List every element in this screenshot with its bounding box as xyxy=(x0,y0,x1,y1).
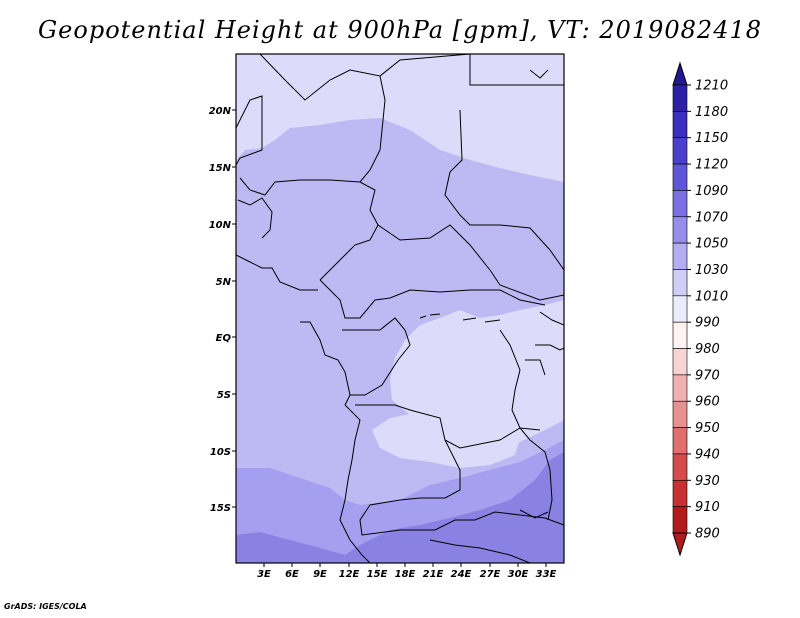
lat-label-10n: 10N xyxy=(209,220,232,231)
lat-label-20n: 20N xyxy=(209,106,232,117)
colorbar-label: 940 xyxy=(695,447,720,462)
colorbar-label: 960 xyxy=(695,395,720,410)
colorbar-segment xyxy=(672,453,688,481)
longitude-labels: 3E 6E 9E 12E 15E 18E 21E 24E 27E 30E 33E xyxy=(257,569,556,580)
colorbar-segment xyxy=(672,137,688,165)
colorbar-segment xyxy=(672,348,688,376)
colorbar-label: 1180 xyxy=(695,105,728,120)
lon-label-15e: 15E xyxy=(367,569,388,580)
lat-label-5n: 5N xyxy=(216,277,232,288)
colorbar-label: 910 xyxy=(695,500,720,515)
map-frame xyxy=(235,53,565,564)
colorbar-segment xyxy=(672,111,688,139)
colorbar-segment xyxy=(672,321,688,349)
band-1010-1030-pocket xyxy=(372,410,520,468)
grads-credit: GrADS: IGES/COLA xyxy=(4,602,87,611)
lat-label-5s: 5S xyxy=(217,390,231,401)
colorbar-segment xyxy=(672,269,688,297)
band-1070-1090 xyxy=(236,452,564,563)
lon-label-33e: 33E xyxy=(536,569,557,580)
colorbar-segment xyxy=(672,242,688,270)
colorbar-label: 1050 xyxy=(695,237,728,252)
colorbar-segment xyxy=(672,216,688,244)
lat-label-15s: 15S xyxy=(210,503,231,514)
colorbar-segment xyxy=(672,400,688,428)
lat-label-15n: 15N xyxy=(209,163,232,174)
lon-label-30e: 30E xyxy=(508,569,529,580)
lon-label-6e: 6E xyxy=(285,569,299,580)
latitude-labels: 20N 15N 10N 5N EQ 5S 10S 15S xyxy=(209,106,232,514)
lon-label-9e: 9E xyxy=(313,569,327,580)
colorbar-label: 1210 xyxy=(695,79,728,94)
lon-label-18e: 18E xyxy=(395,569,416,580)
colorbar-label: 980 xyxy=(695,342,720,357)
colorbar-segment xyxy=(672,427,688,455)
colorbar-segment xyxy=(672,84,688,112)
lon-label-3e: 3E xyxy=(257,569,271,580)
colorbar-label: 1070 xyxy=(695,210,728,225)
lat-label-eq: EQ xyxy=(216,333,232,344)
colorbar-label: 1030 xyxy=(695,263,728,278)
height-field xyxy=(236,54,564,563)
lat-label-10s: 10S xyxy=(210,447,231,458)
country-borders xyxy=(236,54,564,563)
chart-title: Geopotential Height at 900hPa [gpm], VT:… xyxy=(38,16,762,44)
lon-label-21e: 21E xyxy=(423,569,444,580)
lon-label-12e: 12E xyxy=(339,569,360,580)
colorbar-label: 1010 xyxy=(695,289,728,304)
colorbar-label: 1090 xyxy=(695,184,728,199)
colorbar: 1210 1180 1150 1120 1090 1070 1050 1030 1010 990 9… xyxy=(672,61,728,557)
colorbar-segment xyxy=(672,190,688,218)
lon-label-24e: 24E xyxy=(451,569,472,580)
colorbar-segment xyxy=(672,374,688,402)
axis-ticks xyxy=(232,109,547,567)
colorbar-label: 890 xyxy=(695,527,720,542)
colorbar-top-arrow xyxy=(672,61,688,86)
colorbar-bottom-arrow xyxy=(672,532,688,557)
colorbar-label: 930 xyxy=(695,474,720,489)
colorbar-label: 1150 xyxy=(695,131,728,146)
colorbar-label: 990 xyxy=(695,316,720,331)
colorbar-label: 1120 xyxy=(695,158,728,173)
colorbar-segment xyxy=(672,163,688,191)
colorbar-label: 970 xyxy=(695,368,720,383)
colorbar-label: 950 xyxy=(695,421,720,436)
lon-label-27e: 27E xyxy=(480,569,501,580)
colorbar-segment xyxy=(672,295,688,323)
colorbar-segment xyxy=(672,506,688,534)
colorbar-segment xyxy=(672,479,688,507)
